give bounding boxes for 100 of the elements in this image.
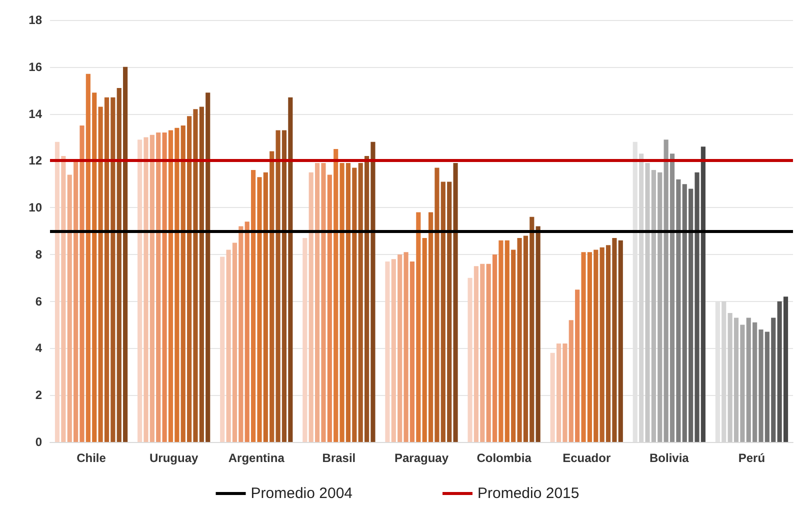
- bar: [180, 126, 186, 442]
- bar: [410, 261, 415, 442]
- bar: [428, 212, 434, 442]
- bar: [523, 236, 528, 442]
- bar: [682, 184, 687, 442]
- bar: [606, 245, 611, 442]
- bar: [364, 156, 370, 442]
- bar: [594, 250, 598, 442]
- bar: [575, 290, 580, 442]
- bar: [404, 252, 408, 442]
- bar: [422, 238, 427, 442]
- bar: [398, 254, 402, 442]
- bar: [440, 182, 446, 442]
- bar: [61, 156, 66, 442]
- bar: [74, 160, 78, 442]
- bar: [110, 97, 116, 442]
- x-tick-label: Argentina: [228, 451, 285, 465]
- y-tick-label: 18: [28, 13, 42, 27]
- bar: [346, 163, 351, 442]
- bar: [530, 216, 534, 442]
- bar: [270, 151, 274, 442]
- y-tick-label: 12: [28, 154, 42, 168]
- bar: [80, 126, 84, 442]
- bar: [511, 250, 516, 442]
- bar: [314, 163, 320, 442]
- bar: [116, 88, 122, 442]
- x-tick-label: Uruguay: [149, 451, 198, 465]
- bar: [282, 130, 287, 442]
- bar: [370, 142, 376, 442]
- bar: [734, 318, 739, 442]
- bar: [688, 188, 694, 442]
- bar: [694, 172, 700, 442]
- bar: [556, 344, 562, 442]
- bar: [308, 172, 314, 442]
- bar: [651, 170, 656, 442]
- legend-label: Promedio 2015: [478, 485, 580, 502]
- bar: [600, 247, 604, 442]
- x-tick-label: Perú: [738, 451, 766, 465]
- bar: [98, 106, 103, 442]
- bar: [288, 97, 293, 442]
- bar: [676, 179, 681, 442]
- x-tick-label: Bolivia: [649, 451, 690, 465]
- bar: [358, 163, 363, 442]
- bar: [758, 329, 764, 442]
- bar: [764, 332, 770, 442]
- bar: [144, 137, 148, 442]
- bar: [162, 132, 167, 442]
- bar: [54, 142, 60, 442]
- bar: [752, 322, 758, 442]
- bar: [416, 212, 421, 442]
- bar: [123, 66, 128, 442]
- bar: [783, 296, 788, 442]
- bar: [104, 97, 110, 442]
- legend-label: Promedio 2004: [250, 485, 352, 502]
- bar: [480, 264, 485, 442]
- bar: [740, 324, 745, 442]
- bar: [664, 140, 668, 442]
- bar: [728, 313, 732, 442]
- bar: [486, 264, 491, 442]
- bar: [226, 250, 231, 442]
- bar: [771, 318, 776, 442]
- bar: [187, 116, 192, 442]
- bar: [746, 318, 751, 442]
- bar: [474, 266, 478, 442]
- bar: [700, 146, 706, 442]
- x-tick-label: Chile: [76, 451, 106, 465]
- y-tick-label: 2: [35, 388, 42, 402]
- y-tick-label: 8: [35, 247, 42, 262]
- bar: [244, 222, 250, 442]
- bar: [550, 352, 555, 442]
- bar: [447, 182, 452, 442]
- bar: [156, 132, 161, 442]
- bar: [468, 278, 472, 442]
- bar: [562, 344, 568, 442]
- bar: [670, 154, 675, 442]
- bar: [302, 238, 308, 442]
- bar: [645, 163, 650, 442]
- x-tick-label: Colombia: [476, 451, 532, 465]
- y-tick-label: 6: [35, 294, 42, 308]
- bar: [492, 254, 498, 442]
- y-tick-label: 16: [28, 60, 42, 74]
- bar: [206, 92, 210, 442]
- y-tick-label: 10: [28, 200, 42, 215]
- bar: [232, 242, 238, 442]
- bar: [263, 172, 268, 442]
- bar: [199, 106, 204, 442]
- bar: [434, 168, 440, 442]
- bar: [612, 238, 617, 442]
- y-tick-label: 0: [35, 435, 42, 449]
- bar: [321, 163, 326, 442]
- bar: [658, 172, 662, 442]
- bar: [193, 109, 198, 442]
- bar: [568, 320, 574, 442]
- bar: [536, 226, 540, 442]
- bar: [327, 174, 332, 442]
- bar: [67, 174, 72, 442]
- bar: [391, 259, 396, 442]
- bar: [352, 168, 357, 442]
- x-tick-label: Ecuador: [562, 451, 611, 465]
- bar: [150, 134, 154, 442]
